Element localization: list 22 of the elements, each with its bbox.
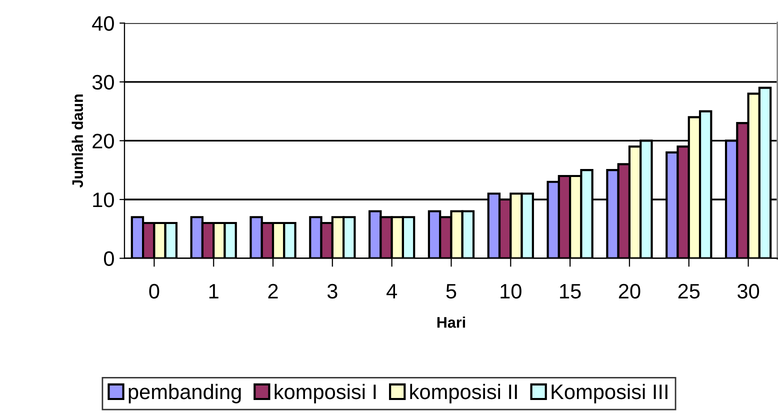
y-tick-label: 30 [92, 74, 114, 90]
legend-label: komposisi I [274, 384, 376, 404]
y-tick-label: 20 [92, 134, 114, 148]
x-tick-label: 10 [500, 284, 522, 299]
legend-label: pembanding [128, 384, 241, 404]
x-tick-label: 20 [618, 284, 640, 299]
x-tick-label: 15 [560, 284, 581, 299]
y-tick-label: 10 [93, 192, 114, 208]
x-tick-label: 25 [678, 284, 700, 299]
y-tick-label: 0 [104, 251, 114, 266]
y-axis-title: Jumlah daun [72, 94, 84, 188]
x-axis-title: Hari [437, 316, 466, 328]
y-tick-label: 40 [92, 16, 114, 31]
x-tick-label: 5 [446, 284, 456, 299]
x-tick-label: 0 [149, 284, 160, 299]
x-tick-label: 30 [738, 284, 760, 299]
legend-label: Komposisi III [552, 384, 668, 404]
x-tick-label: 3 [327, 284, 338, 299]
legend-label: komposisi II [410, 384, 517, 404]
x-tick-label: 1 [209, 284, 218, 298]
x-tick-label: 2 [268, 284, 278, 298]
x-tick-label: 4 [386, 284, 398, 298]
